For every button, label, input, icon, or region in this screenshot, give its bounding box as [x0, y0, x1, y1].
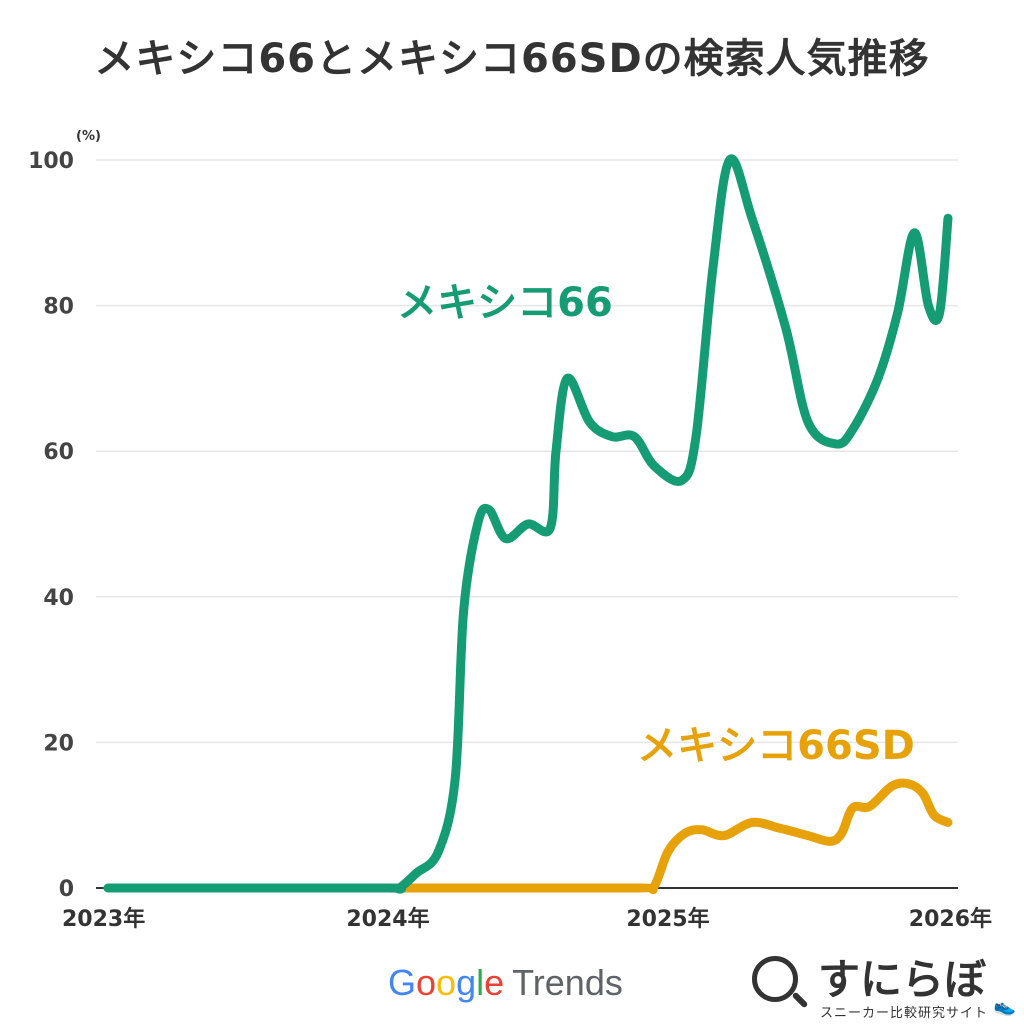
brand-tagline: スニーカー比較研究サイト: [820, 1006, 989, 1021]
y-tick-label: 40: [43, 586, 74, 611]
google-letter-e: e: [484, 962, 505, 1003]
x-tick-label: 2026年: [909, 906, 992, 932]
google-letter-l: l: [476, 962, 485, 1003]
google-letter-g: G: [388, 962, 417, 1003]
y-tick-label: 80: [43, 295, 74, 320]
y-axis-unit-label: (%): [76, 129, 101, 144]
sneaker-icon: 👟: [993, 996, 1016, 1017]
y-tick-label: 100: [28, 149, 74, 174]
magnifier-icon: [752, 956, 798, 1002]
x-axis-ticks: 2023年 2024年 2025年 2026年: [62, 906, 992, 932]
series-label-0: メキシコ66: [397, 280, 613, 326]
google-letter-g2: g: [456, 962, 477, 1003]
x-tick-label: 2024年: [346, 906, 429, 932]
series-line-1: [103, 778, 953, 895]
series-labels: メキシコ66 メキシコ66SD: [397, 280, 915, 769]
x-tick-label: 2025年: [626, 906, 709, 932]
y-axis-ticks: 0 20 40 60 80 100: [28, 149, 74, 902]
y-tick-label: 0: [59, 877, 74, 902]
brand-name: すにらぼ: [818, 955, 987, 1004]
series-lines: [103, 154, 953, 895]
y-tick-label: 20: [43, 731, 74, 756]
google-letter-o1: o: [416, 962, 437, 1003]
series-label-1: メキシコ66SD: [637, 723, 915, 769]
trends-wordmark: Trends: [512, 962, 623, 1003]
series-line-0: [103, 154, 953, 894]
y-tick-label: 60: [43, 440, 74, 465]
x-tick-label: 2023年: [62, 906, 145, 932]
brand-logo: すにらぼ スニーカー比較研究サイト 👟: [748, 946, 1018, 1021]
chart-title: メキシコ66とメキシコ66SDの検索人気推移: [94, 36, 930, 82]
source-logo: Google Trends: [388, 962, 623, 1004]
google-letter-o2: o: [436, 962, 457, 1003]
